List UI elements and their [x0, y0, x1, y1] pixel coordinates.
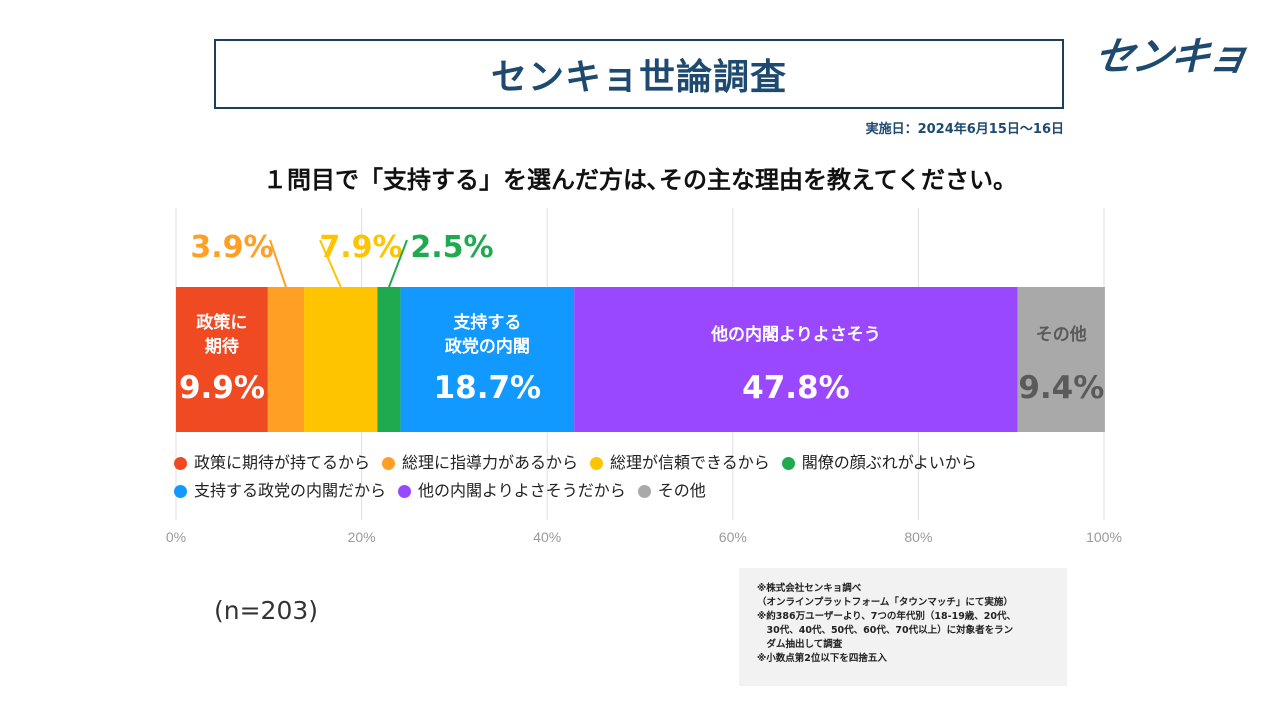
- data-label: 2.5%: [410, 230, 493, 265]
- legend-swatch: [590, 456, 604, 470]
- chart-legend: 政策に期待が持てるから 総理に指導力があるから 総理が信頼できるから 閣僚の顔ぶれがよ…: [174, 449, 1074, 505]
- data-label: 18.7%: [434, 370, 542, 406]
- x-tick-label: 100%: [1086, 529, 1122, 545]
- note-line: ダム抽出して調査: [757, 639, 843, 650]
- legend-item: 他の内閣よりよさそうだから: [398, 477, 626, 505]
- legend-swatch: [382, 456, 396, 470]
- x-tick-label: 0%: [166, 529, 186, 545]
- bar-segment: [267, 287, 305, 432]
- bar-segment: [176, 287, 268, 432]
- note-line: ※約386万ユーザーより、7つの年代別（18-19歳、20代、: [757, 611, 1017, 622]
- segment-label: 期待: [205, 336, 239, 357]
- note-line: ※株式会社センキョ調べ: [757, 583, 862, 594]
- bar-segment: [400, 287, 575, 432]
- x-tick-label: 60%: [719, 529, 747, 545]
- segment-label: 政策に: [196, 312, 247, 333]
- note-line: ※小数点第2位以下を四捨五入: [757, 653, 887, 664]
- note-line: （オンラインプラットフォーム「タウンマッチ」にて実施）: [757, 597, 1013, 608]
- legend-label: その他: [657, 481, 706, 500]
- question-text: １問目で「支持する」を選んだ方は､その主な理由を教えてください。: [262, 166, 1018, 194]
- legend-swatch: [174, 484, 187, 498]
- survey-date: 実施日：2024年6月15日～16日: [865, 122, 1064, 137]
- legend-row: 支持する政党の内閣だから 他の内閣よりよさそうだから その他: [174, 477, 1074, 505]
- data-label: 9.4%: [1018, 370, 1104, 406]
- segment-label: 他の内閣よりよさそう: [710, 324, 881, 345]
- legend-label: 他の内閣よりよさそうだから: [418, 481, 626, 500]
- data-label: 47.8%: [742, 370, 850, 406]
- x-tick-label: 20%: [348, 529, 376, 545]
- page-title: センキョ世論調査: [214, 39, 1064, 109]
- legend-label: 総理に指導力があるから: [402, 453, 579, 472]
- bar-segment: [377, 287, 401, 432]
- legend-item: 閣僚の顔ぶれがよいから: [781, 449, 977, 477]
- legend-swatch: [781, 456, 795, 470]
- legend-label: 支持する政党の内閣だから: [194, 481, 387, 500]
- data-label: 3.9%: [190, 230, 273, 265]
- segment-label: その他: [1036, 324, 1087, 345]
- legend-swatch: [174, 456, 187, 470]
- x-tick-label: 80%: [904, 529, 932, 545]
- segment-label: 支持する: [453, 312, 521, 333]
- leader-line: [319, 239, 342, 288]
- legend-item: 総理に指導力があるから: [382, 449, 578, 477]
- legend-label: 閣僚の顔ぶれがよいから: [801, 453, 977, 472]
- data-label: 9.9%: [179, 370, 265, 406]
- legend-row: 政策に期待が持てるから 総理に指導力があるから 総理が信頼できるから 閣僚の顔ぶれがよ…: [174, 449, 1074, 477]
- legend-label: 総理が信頼できるから: [610, 453, 770, 472]
- legend-swatch: [398, 484, 412, 498]
- legend-item: その他: [637, 477, 706, 505]
- leader-line: [269, 239, 287, 288]
- notes-box: ※株式会社センキョ調べ （オンラインプラットフォーム「タウンマッチ」にて実施） ※約…: [739, 568, 1067, 686]
- segment-label: 政党の内閣: [445, 336, 530, 357]
- bar-segment: [574, 287, 1018, 432]
- legend-item: 支持する政党の内閣だから: [174, 477, 386, 505]
- sample-size: (n=203): [214, 596, 319, 625]
- legend-item: 政策に期待が持てるから: [174, 449, 370, 477]
- legend-item: 総理が信頼できるから: [590, 449, 770, 477]
- bar-segment: [1017, 287, 1105, 432]
- legend-label: 政策に期待が持てるから: [194, 453, 371, 472]
- x-tick-label: 40%: [533, 529, 561, 545]
- bar-segment: [304, 287, 378, 432]
- data-label: 7.9%: [319, 230, 402, 265]
- note-line: 30代、40代、50代、60代、70代以上）に対象者をラン: [757, 625, 1014, 636]
- legend-swatch: [637, 484, 651, 498]
- leader-line: [388, 239, 408, 288]
